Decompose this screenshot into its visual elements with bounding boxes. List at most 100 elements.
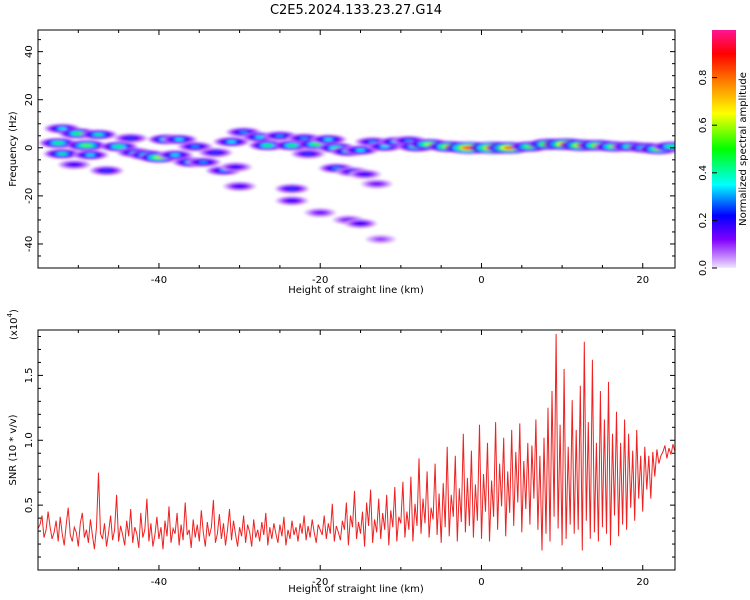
heatmap-contour [231, 165, 240, 169]
heatmap-blob [360, 179, 394, 189]
x-tick-label: -40 [151, 275, 167, 286]
heatmap-contour [287, 199, 297, 202]
colorbar-tick-label: 0.0 [698, 260, 709, 276]
heatmap-blob [222, 181, 257, 192]
heatmap-contour [57, 127, 67, 130]
heatmap-contour [235, 185, 244, 188]
heatmap-contour [376, 238, 385, 241]
heatmap-blob [316, 142, 356, 154]
chart-title: C2E5.2024.133.23.27.G14 [270, 3, 442, 18]
bottom-x-axis-ticks: -40 -20 0 20 [77, 330, 649, 588]
heatmap-contour [356, 222, 365, 225]
heatmap-contour [70, 163, 79, 166]
heatmap-blob [57, 159, 92, 170]
bottom-x-axis-label: Height of straight line (km) [288, 584, 424, 595]
top-y-axis-ticks: -40 -20 0 20 40 [24, 39, 675, 257]
y-tick-label: 40 [24, 45, 35, 58]
heatmap-contour [275, 134, 285, 138]
y-tick-label: 20 [24, 93, 35, 106]
heatmap-contour [93, 133, 104, 136]
heatmap-blob [274, 183, 310, 194]
bottom-y-axis-ticks: 0.5 1.0 1.5 [24, 335, 675, 558]
heatmap-contour [299, 136, 309, 140]
heatmap-blob [113, 133, 149, 144]
heatmap-blob [43, 148, 82, 160]
heatmap-contour [102, 169, 111, 172]
x-tick-label: -40 [151, 577, 167, 588]
y-multiplier-base: (x10 [9, 317, 20, 340]
heatmap-blob [79, 129, 118, 140]
heatmap-contour [287, 187, 297, 190]
heatmap-contour [255, 135, 265, 139]
x-tick-label: 0 [478, 577, 484, 588]
heatmap-blob [364, 234, 397, 244]
heatmap-contour [303, 152, 313, 156]
heatmap-contour [355, 148, 366, 152]
heatmap-contour [262, 144, 273, 147]
heatmap-contour [372, 182, 381, 186]
heatmap-contour [287, 144, 297, 147]
heatmap-contour [211, 151, 220, 154]
heatmap-contour [360, 173, 369, 176]
heatmap-blob [156, 149, 194, 161]
heatmap-blob [71, 149, 109, 161]
heatmap-blob [309, 134, 347, 145]
top-y-axis-label: Frequency (Hz) [8, 111, 19, 187]
top-x-axis-ticks: -40 -20 0 20 [77, 30, 649, 286]
heatmap-contour [239, 130, 249, 134]
snr-frame [37, 329, 676, 571]
y-tick-label: 0.5 [24, 497, 35, 513]
colorbar-gradient [712, 30, 736, 268]
heatmap-contour [113, 145, 124, 149]
heatmap-blob [290, 148, 326, 159]
heatmap-blob [275, 195, 309, 206]
y-tick-label: -20 [24, 188, 35, 204]
colorbar: 0.0 0.2 0.4 0.6 0.8 Normalized spectral ampl… [698, 30, 749, 276]
heatmap-blob [347, 169, 382, 180]
y-multiplier: (x104) [6, 309, 20, 340]
heatmap-blob [303, 207, 337, 218]
snr-series-line [38, 333, 675, 551]
heatmap-blob [261, 130, 298, 141]
spectrogram-panel: -40 -20 0 20 -40 -20 0 20 40 Height of straight… [8, 29, 676, 296]
y-tick-label: 0 [24, 145, 35, 151]
colorbar-ticks: 0.0 0.2 0.4 0.6 0.8 [698, 70, 717, 276]
bottom-y-axis-label: SNR (10 * v/v) [8, 414, 19, 485]
heatmap-blob [651, 141, 675, 152]
heatmap-contour [170, 153, 180, 157]
heatmap-blob [197, 147, 233, 158]
snr-panel: -40 -20 0 20 0.5 1.0 1.5 Height of straight l… [6, 309, 676, 595]
x-tick-label: 0 [478, 275, 484, 286]
colorbar-tick-label: 0.6 [698, 117, 709, 133]
heatmap-blob [343, 218, 378, 229]
spectrogram-frame [37, 29, 676, 269]
heatmap-blob [65, 139, 107, 151]
spectrogram-blobs [38, 123, 675, 244]
heatmap-contour [174, 138, 184, 141]
heatmap-blob [213, 136, 250, 147]
y-tick-label: 1.5 [24, 367, 35, 383]
x-tick-label: -20 [312, 577, 328, 588]
heatmap-contour [126, 136, 136, 140]
heatmap-blob [177, 141, 214, 152]
heatmap-blob [89, 165, 124, 176]
top-x-axis-label: Height of straight line (km) [288, 285, 424, 296]
x-tick-label: -20 [312, 275, 328, 286]
colorbar-tick-label: 0.8 [698, 70, 709, 86]
heatmap-blob [185, 157, 222, 168]
y-multiplier-exponent: 4 [6, 312, 14, 317]
heatmap-contour [226, 140, 237, 144]
y-multiplier-close: ) [9, 309, 20, 313]
heatmap-blob [218, 162, 253, 172]
heatmap-contour [81, 144, 92, 147]
colorbar-label: Normalized spectral amplitude [738, 72, 749, 226]
heatmap-contour [323, 138, 333, 141]
colorbar-tick-label: 0.2 [698, 212, 709, 228]
y-tick-label: -40 [24, 236, 35, 252]
y-tick-label: 1.0 [24, 432, 35, 448]
x-tick-label: 20 [636, 577, 649, 588]
colorbar-tick-label: 0.4 [698, 165, 709, 181]
x-tick-label: 20 [636, 275, 649, 286]
svg-text:(x104): (x104) [6, 309, 20, 340]
